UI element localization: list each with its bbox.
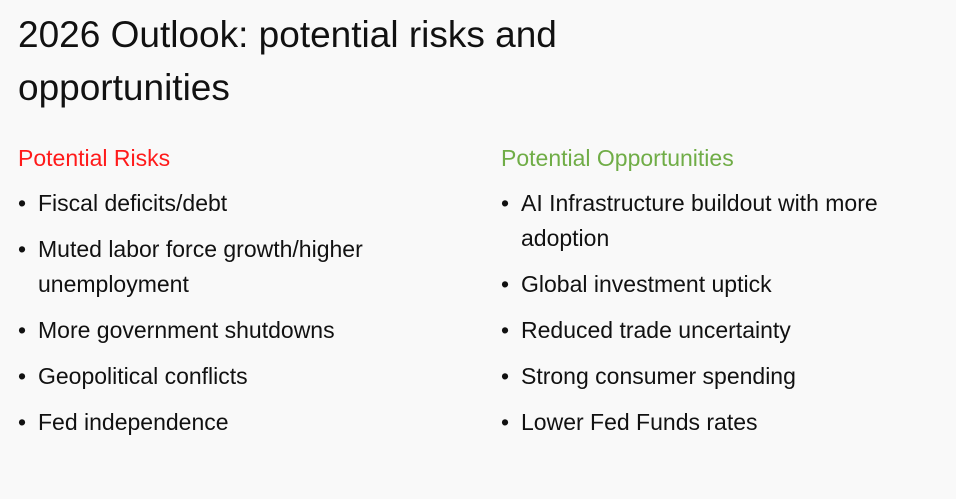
opportunities-heading: Potential Opportunities (501, 145, 734, 171)
opportunity-text: Global investment uptick (521, 271, 772, 297)
bullet-icon: • (18, 190, 27, 216)
bullet-icon: • (501, 190, 510, 216)
bullet-icon: • (501, 317, 510, 343)
risk-text: Muted labor force growth/higher unemploy… (38, 236, 363, 297)
bullet-icon: • (501, 363, 510, 389)
list-item: • Fiscal deficits/debt (18, 186, 458, 221)
bullet-icon: • (18, 409, 27, 435)
risks-list: • Fiscal deficits/debt • Muted labor force… (18, 186, 458, 451)
risk-text: More government shutdowns (38, 317, 335, 343)
opportunities-list: • AI Infrastructure buildout with more ad… (501, 186, 941, 451)
opportunity-text: Reduced trade uncertainty (521, 317, 791, 343)
risk-text: Fed independence (38, 409, 229, 435)
list-item: • Muted labor force growth/higher unemplo… (18, 232, 438, 302)
bullet-icon: • (501, 271, 510, 297)
list-item: • Strong consumer spending (501, 359, 941, 394)
opportunity-text: Lower Fed Funds rates (521, 409, 758, 435)
list-item: • Geopolitical conflicts (18, 359, 458, 394)
bullet-icon: • (501, 409, 510, 435)
opportunity-text: AI Infrastructure buildout with more ado… (521, 190, 878, 251)
opportunity-text: Strong consumer spending (521, 363, 796, 389)
list-item: • Lower Fed Funds rates (501, 405, 941, 440)
risk-text: Geopolitical conflicts (38, 363, 248, 389)
bullet-icon: • (18, 317, 27, 343)
risk-text: Fiscal deficits/debt (38, 190, 228, 216)
list-item: • Fed independence (18, 405, 458, 440)
bullet-icon: • (18, 236, 27, 262)
bullet-icon: • (18, 363, 27, 389)
list-item: • Global investment uptick (501, 267, 941, 302)
list-item: • More government shutdowns (18, 313, 458, 348)
slide-title: 2026 Outlook: potential risks and opport… (18, 14, 557, 108)
risks-heading: Potential Risks (18, 145, 171, 171)
list-item: • AI Infrastructure buildout with more ad… (501, 186, 921, 256)
list-item: • Reduced trade uncertainty (501, 313, 941, 348)
